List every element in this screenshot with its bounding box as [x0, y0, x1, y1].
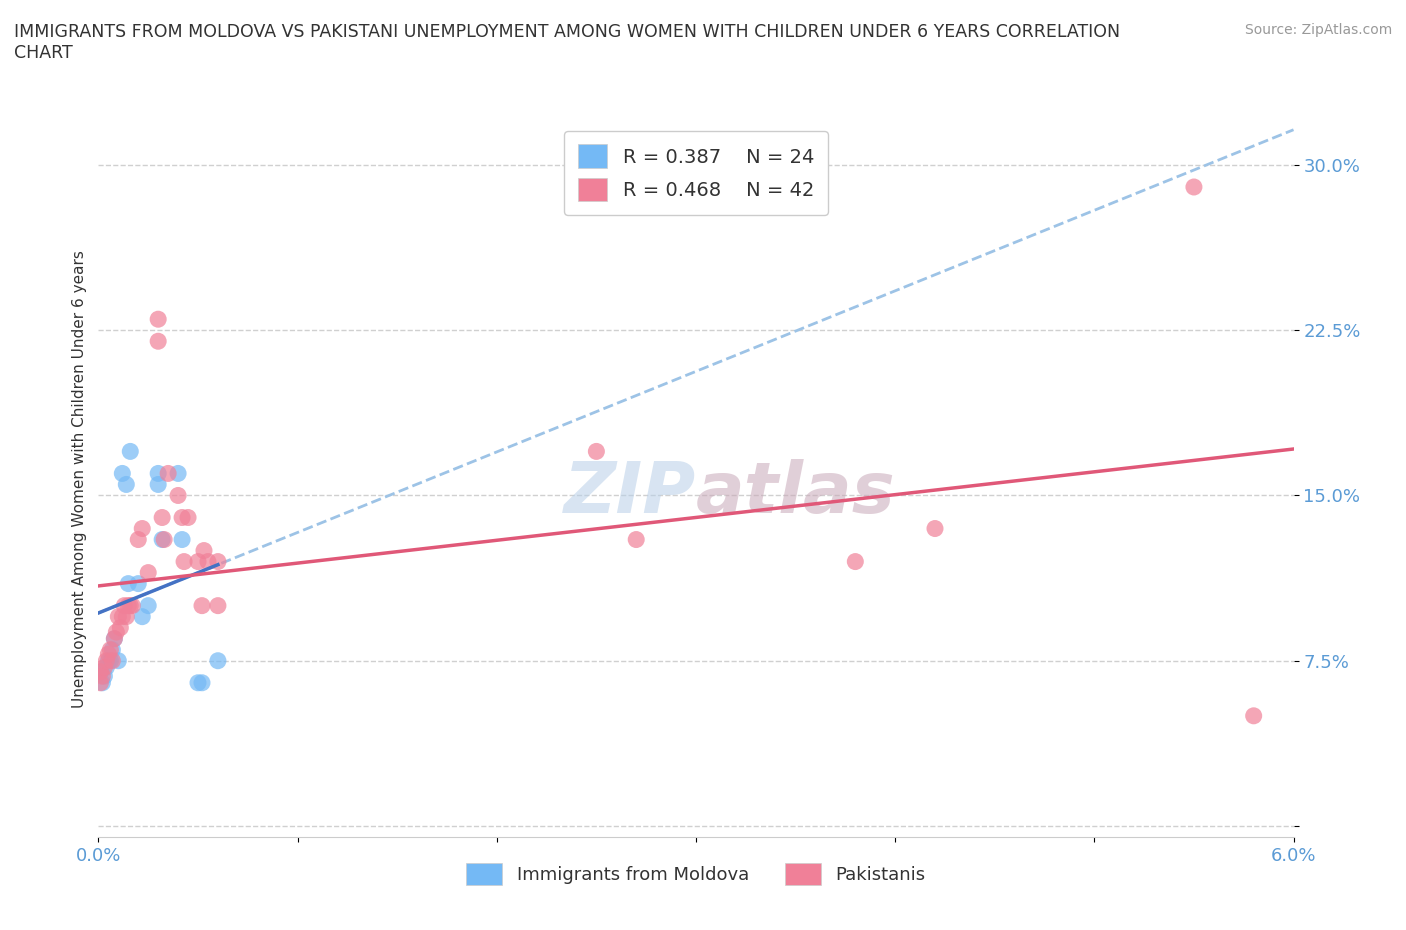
Point [157, 466, 180, 481]
Point [207, 554, 229, 569]
Point [120, 444, 142, 458]
Point [197, 554, 219, 569]
Point [148, 466, 170, 481]
Point [148, 334, 170, 349]
Point [153, 532, 176, 547]
Point [120, 598, 142, 613]
Point [127, 577, 149, 591]
Point [101, 643, 124, 658]
Point [167, 466, 190, 481]
Point [97, 653, 120, 668]
Point [93, 660, 115, 675]
Point [103, 631, 125, 646]
Point [98, 653, 122, 668]
Point [115, 609, 138, 624]
Point [173, 554, 195, 569]
Point [844, 554, 866, 569]
Point [150, 532, 173, 547]
Point [89, 664, 111, 679]
Point [924, 521, 946, 536]
Point [207, 598, 229, 613]
Y-axis label: Unemployment Among Women with Children Under 6 years: Unemployment Among Women with Children U… [72, 250, 87, 708]
Point [177, 510, 200, 525]
Point [110, 620, 132, 635]
Point [172, 532, 194, 547]
Point [112, 598, 135, 613]
Point [121, 598, 143, 613]
Point [91, 669, 114, 684]
Point [131, 609, 153, 624]
Text: Source: ZipAtlas.com: Source: ZipAtlas.com [1244, 23, 1392, 37]
Point [89, 675, 111, 690]
Point [191, 675, 214, 690]
Point [193, 543, 215, 558]
Point [187, 675, 209, 690]
Point [96, 660, 118, 675]
Point [148, 477, 170, 492]
Text: atlas: atlas [696, 458, 896, 527]
Point [127, 532, 149, 547]
Point [111, 609, 134, 624]
Point [131, 521, 153, 536]
Point [136, 565, 159, 580]
Point [103, 631, 125, 646]
Point [187, 554, 209, 569]
Point [89, 664, 111, 679]
Point [150, 510, 173, 525]
Point [115, 477, 138, 492]
Point [1243, 709, 1265, 724]
Point [91, 675, 114, 690]
Point [105, 625, 128, 640]
Point [93, 669, 115, 684]
Point [111, 466, 134, 481]
Point [207, 653, 229, 668]
Point [136, 598, 159, 613]
Point [585, 444, 607, 458]
Point [117, 577, 139, 591]
Point [96, 653, 118, 668]
Point [101, 653, 124, 668]
Point [97, 646, 120, 661]
Point [191, 598, 214, 613]
Point [172, 510, 194, 525]
Text: ZIP: ZIP [564, 458, 696, 527]
Point [107, 653, 129, 668]
Point [1182, 179, 1205, 194]
Point [148, 312, 170, 326]
Point [98, 643, 122, 658]
Point [167, 488, 190, 503]
Point [117, 598, 139, 613]
Point [107, 609, 129, 624]
Legend: Immigrants from Moldova, Pakistanis: Immigrants from Moldova, Pakistanis [458, 856, 934, 893]
Point [626, 532, 648, 547]
Text: IMMIGRANTS FROM MOLDOVA VS PAKISTANI UNEMPLOYMENT AMONG WOMEN WITH CHILDREN UNDE: IMMIGRANTS FROM MOLDOVA VS PAKISTANI UNE… [14, 23, 1121, 62]
